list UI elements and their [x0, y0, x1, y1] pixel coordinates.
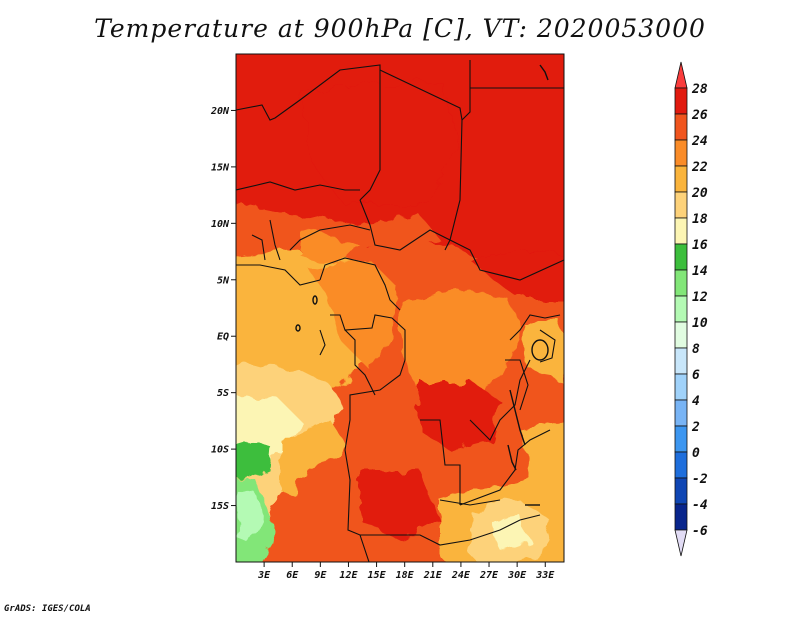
colorbar-label: -4	[692, 498, 708, 513]
colorbar-box	[674, 191, 688, 219]
y-tick-label: 15S	[211, 501, 229, 512]
colorbar-label: 28	[691, 82, 708, 97]
x-tick-label: 12E	[339, 570, 358, 581]
colorbar-label: 16	[692, 238, 708, 253]
colorbar-label: -2	[692, 472, 708, 487]
colorbar-box	[674, 425, 688, 453]
y-tick-label: 5N	[217, 275, 230, 286]
y-axis: 20N 15N 10N 5N EQ 5S 10S 15S	[210, 106, 236, 512]
colorbar-box	[674, 399, 688, 427]
colorbar-label: 4	[692, 394, 700, 409]
colorbar-box	[674, 87, 688, 115]
colorbar-label: 22	[691, 160, 708, 175]
colorbar-label: 20	[691, 186, 708, 201]
colorbar-label: 24	[691, 134, 708, 149]
y-tick-label: 5S	[217, 388, 229, 399]
x-tick-label: 33E	[535, 570, 555, 581]
boundaries	[236, 60, 564, 562]
y-tick-label: 10S	[211, 445, 229, 456]
x-tick-label: 9E	[314, 570, 327, 581]
x-axis: 3E 6E 9E 12E 15E 18E 21E 24E 27E 30E 33E	[257, 562, 555, 581]
temperature-field	[236, 54, 564, 562]
colorbar-box	[674, 373, 688, 401]
colorbar-box	[674, 243, 688, 271]
colorbar-label: 0	[692, 446, 700, 461]
colorbar-label: -6	[692, 524, 708, 539]
colorbar-min-triangle	[674, 529, 688, 557]
map-title: Temperature at 900hPa [C], VT: 202005300…	[94, 14, 706, 43]
colorbar-label: 12	[692, 290, 708, 305]
x-tick-label: 27E	[479, 570, 499, 581]
grads-credit: GrADS: IGES/COLA	[4, 604, 91, 614]
x-tick-label: 15E	[368, 570, 387, 581]
y-tick-label: EQ	[217, 332, 229, 343]
x-tick-label: 3E	[257, 570, 271, 581]
colorbar-label: 10	[692, 316, 708, 331]
colorbar-box	[674, 217, 688, 245]
colorbar-box	[674, 477, 688, 505]
colorbar-box	[674, 295, 688, 323]
y-tick-label: 20N	[210, 106, 230, 117]
x-tick-label: 24E	[451, 570, 471, 581]
colorbar-box	[674, 269, 688, 297]
y-tick-label: 15N	[211, 162, 230, 173]
colorbar-label: 2	[691, 420, 700, 435]
colorbar-label: 18	[692, 212, 708, 227]
x-tick-label: 30E	[507, 570, 527, 581]
colorbar-max-triangle	[674, 61, 688, 89]
colorbar-label: 6	[692, 368, 700, 383]
colorbar-label: 14	[692, 264, 708, 279]
colorbar-box	[674, 113, 688, 141]
colorbar-box	[674, 451, 688, 479]
x-tick-label: 6E	[286, 570, 299, 581]
colorbar-label: 8	[692, 342, 700, 357]
x-tick-label: 18E	[396, 570, 415, 581]
colorbar-box	[674, 321, 688, 349]
map-frame	[235, 53, 565, 563]
colorbar-box	[674, 139, 688, 167]
x-tick-label: 21E	[423, 570, 443, 581]
y-tick-label: 10N	[211, 219, 230, 230]
colorbar-box	[674, 503, 688, 531]
colorbar-box	[674, 165, 688, 193]
lakes	[295, 64, 549, 506]
colorbar-box	[674, 347, 688, 375]
colorbar-label: 26	[691, 108, 708, 123]
